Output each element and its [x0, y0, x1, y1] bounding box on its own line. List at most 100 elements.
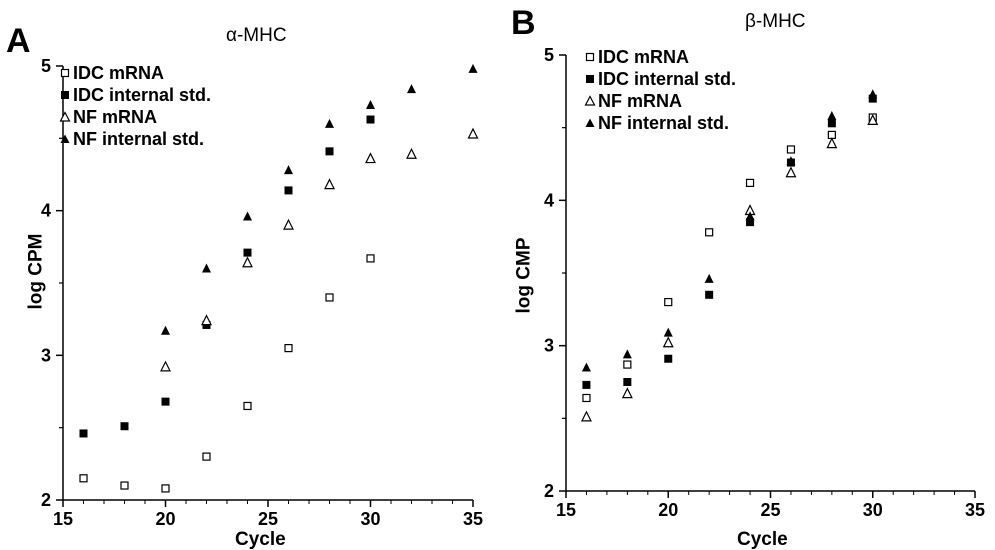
chart-a-legend: IDC mRNA IDC internal std. NF mRNA NF in…: [59, 62, 211, 150]
data-point-square-filled: [79, 429, 88, 438]
y-tick-label: 5: [544, 45, 554, 65]
legend-label: NF mRNA: [73, 106, 157, 127]
data-point-triangle-open: [324, 178, 335, 190]
y-tick-label: 3: [41, 345, 51, 365]
legend-label: IDC mRNA: [73, 62, 165, 83]
y-tick-label: 4: [544, 190, 554, 210]
y-tick-label: 4: [41, 201, 51, 221]
data-point-triangle-open: [283, 218, 294, 230]
x-tick-label: 35: [463, 509, 483, 529]
square-filled-marker-icon: [586, 75, 594, 83]
chart-b-ylabel: log CMP: [513, 237, 535, 314]
data-point-square-open: [366, 254, 375, 263]
legend-item: IDC mRNA: [584, 46, 736, 68]
x-tick-label: 25: [760, 500, 780, 520]
data-point-square-filled: [366, 115, 375, 124]
legend-item: NF internal std.: [584, 112, 736, 134]
data-point-square-filled: [582, 380, 591, 389]
chart-a-xlabel: Cycle: [235, 529, 286, 550]
legend-label: IDC internal std.: [73, 84, 212, 105]
data-point-square-open: [161, 484, 170, 493]
data-point-triangle-filled: [161, 325, 170, 335]
data-point-square-filled: [284, 186, 293, 195]
x-tick-label: 15: [53, 509, 73, 529]
data-point-square-open: [79, 474, 88, 483]
chart-panel-b: 2 3 4 5 15 20 25 30 35 B β-MHC log CMP Cycle IDC…: [497, 0, 994, 550]
x-tick-label: 20: [155, 509, 175, 529]
square-filled-marker-icon: [61, 91, 69, 99]
data-point-triangle-filled: [325, 118, 334, 128]
square-open-marker-icon: [585, 52, 595, 62]
chart-b-legend: IDC mRNA IDC internal std. NF mRNA NF in…: [584, 46, 736, 134]
data-point-triangle-filled: [868, 89, 878, 99]
y-tick-label: 3: [544, 336, 554, 356]
y-tick-label: 2: [41, 490, 51, 510]
data-point-square-open: [120, 481, 129, 490]
data-point-square-open: [243, 401, 252, 411]
x-tick-label: 20: [658, 500, 678, 520]
legend-item: IDC internal std.: [584, 68, 736, 90]
data-point-square-filled: [325, 147, 334, 156]
data-point-triangle-open: [826, 137, 838, 149]
data-point-square-open: [664, 297, 673, 307]
x-tick-label: 30: [863, 500, 883, 520]
data-point-triangle-filled: [827, 111, 837, 121]
data-point-triangle-open: [662, 336, 674, 348]
data-point-triangle-open: [365, 152, 376, 164]
data-point-square-open: [582, 393, 591, 403]
y-tick-label: 2: [544, 481, 554, 501]
data-point-triangle-open: [160, 360, 171, 372]
data-point-triangle-filled: [581, 362, 591, 372]
x-tick-label: 35: [965, 500, 985, 520]
data-point-triangle-filled: [663, 327, 673, 337]
legend-item: NF mRNA: [59, 106, 211, 128]
data-point-triangle-open: [621, 387, 633, 399]
data-point-triangle-filled: [284, 165, 293, 175]
data-point-square-filled: [868, 94, 877, 103]
data-point-triangle-filled: [202, 263, 211, 273]
triangle-filled-marker-icon: [585, 118, 595, 127]
data-point-square-open: [623, 360, 632, 369]
x-tick-label: 15: [556, 500, 576, 520]
data-point-triangle-open: [242, 256, 253, 268]
x-tick-label: 25: [258, 509, 278, 529]
chart-panel-a: 2 3 4 5 15 20 25 30 35 A α-MHC log CPM Cycle IDC…: [0, 0, 497, 550]
data-point-triangle-filled: [704, 273, 714, 283]
data-point-triangle-open: [580, 410, 592, 422]
data-point-square-filled: [120, 422, 129, 431]
chart-b-plot: 2 3 4 5 15 20 25 30 35: [544, 45, 985, 520]
legend-label: NF mRNA: [598, 90, 682, 111]
legend-item: NF mRNA: [584, 90, 736, 112]
data-point-square-open: [786, 145, 796, 154]
data-point-triangle-filled: [468, 63, 478, 73]
panel-letter-b: B: [511, 4, 536, 42]
data-point-triangle-filled: [745, 211, 755, 221]
y-tick-label: 5: [41, 56, 51, 76]
triangle-open-marker-icon: [59, 111, 71, 122]
data-point-triangle-filled: [407, 84, 416, 94]
data-point-square-filled: [161, 397, 170, 406]
data-point-square-filled: [746, 218, 755, 227]
data-point-square-filled: [664, 354, 673, 363]
data-point-square-filled: [827, 119, 836, 128]
data-point-triangle-filled: [243, 211, 252, 221]
data-point-square-open: [745, 178, 755, 187]
data-point-triangle-open: [867, 114, 879, 126]
legend-label: IDC mRNA: [598, 46, 690, 67]
data-point-square-open: [325, 293, 334, 302]
panel-letter-a: A: [6, 22, 31, 60]
data-point-triangle-open: [785, 166, 797, 178]
data-point-square-open: [202, 452, 211, 461]
square-open-marker-icon: [60, 68, 70, 78]
x-tick-label: 30: [360, 509, 380, 529]
legend-item: IDC internal std.: [59, 84, 211, 106]
triangle-filled-marker-icon: [60, 134, 70, 143]
data-point-triangle-filled: [622, 349, 632, 359]
legend-label: IDC internal std.: [598, 68, 737, 89]
data-point-square-filled: [243, 248, 252, 257]
chart-b-xlabel: Cycle: [737, 529, 788, 550]
data-point-triangle-open: [201, 314, 212, 326]
data-point-triangle-open: [406, 147, 417, 159]
legend-label: NF internal std.: [598, 112, 730, 133]
data-point-square-open: [284, 344, 293, 353]
